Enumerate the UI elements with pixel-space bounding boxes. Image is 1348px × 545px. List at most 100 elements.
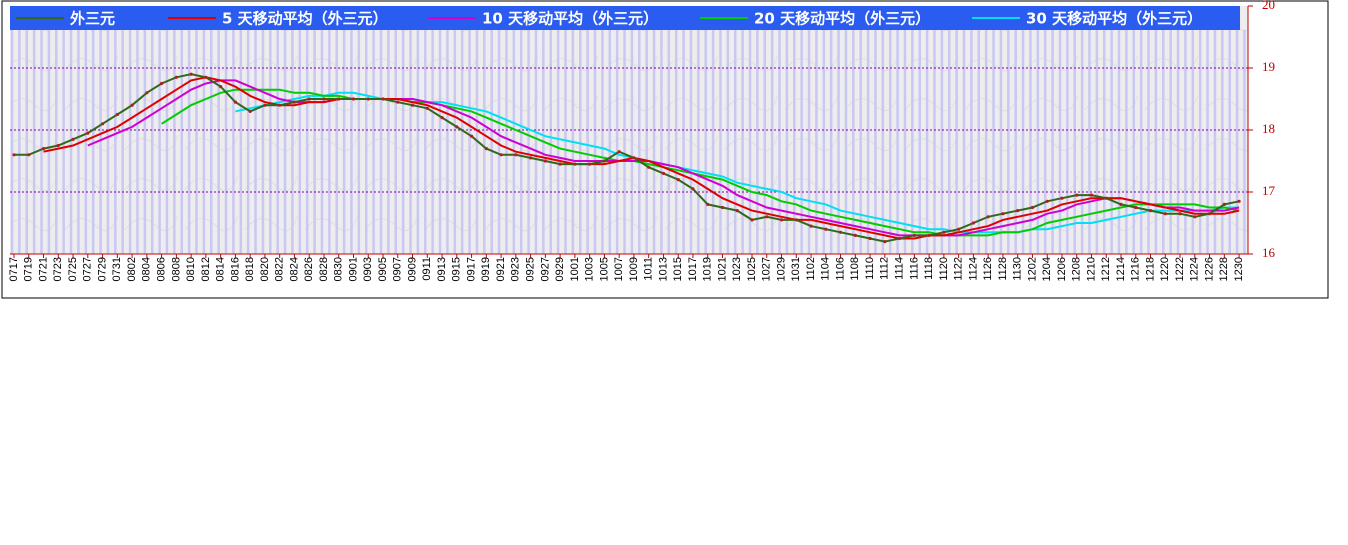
x-tick-label: 0814 (215, 257, 227, 281)
point (499, 153, 503, 157)
x-tick-label: 0927 (539, 257, 551, 281)
x-tick-label: 1110 (864, 257, 876, 280)
point (278, 103, 282, 107)
x-tick-label: 1023 (731, 257, 743, 281)
x-tick-label: 1204 (1041, 257, 1053, 281)
point (1134, 205, 1138, 210)
point (410, 103, 415, 107)
point (1237, 199, 1241, 203)
point (307, 97, 311, 101)
x-tick-label: 1104 (820, 257, 832, 281)
x-tick-label: 0808 (170, 257, 182, 281)
x-tick-label: 0725 (67, 257, 79, 281)
point (86, 131, 90, 135)
series-line (14, 73, 1240, 243)
x-tick-label: 1015 (672, 257, 684, 281)
x-tick-label: 1208 (1071, 257, 1083, 281)
point (337, 97, 341, 101)
point (1163, 212, 1167, 216)
point (1089, 193, 1094, 197)
x-tick-label: 1220 (1159, 257, 1171, 281)
x-tick-label: 1126 (982, 257, 994, 281)
point (543, 159, 547, 163)
point (263, 103, 267, 107)
point (529, 156, 533, 160)
point (440, 116, 444, 120)
x-tick-label: 0816 (229, 257, 241, 281)
x-tick-label: 0929 (554, 257, 566, 281)
x-tick-label: 0729 (96, 257, 108, 281)
x-tick-label: 1118 (923, 257, 935, 280)
x-tick-label: 1222 (1174, 257, 1186, 281)
series-line (87, 79, 1240, 237)
point (912, 233, 916, 237)
x-tick-label: 1108 (849, 257, 861, 281)
x-tick-label: 1226 (1203, 257, 1215, 281)
legend-label: 30 天移动平均（外三元） (1026, 10, 1202, 28)
point (883, 240, 887, 244)
point (691, 187, 695, 191)
point (971, 221, 976, 225)
point (396, 100, 400, 104)
x-tick-label: 1230 (1233, 257, 1245, 281)
x-tick-label: 1218 (1144, 257, 1156, 281)
x-tick-label: 0913 (436, 257, 448, 281)
x-tick-label: 0824 (288, 257, 300, 281)
point (824, 227, 828, 231)
point (1193, 215, 1197, 219)
x-tick-label: 1009 (628, 257, 640, 281)
x-tick-label: 0727 (82, 257, 94, 281)
point (1016, 209, 1020, 213)
x-tick-label: 0909 (406, 257, 418, 281)
x-tick-label: 0830 (333, 257, 345, 281)
point (765, 215, 769, 219)
point (661, 171, 666, 175)
point (573, 162, 577, 166)
series-line (161, 88, 1240, 237)
point (56, 143, 60, 148)
point (794, 218, 798, 222)
x-tick-label: 1206 (1056, 257, 1068, 281)
point (219, 85, 223, 89)
x-tick-label: 1116 (908, 257, 920, 280)
point (1207, 212, 1212, 216)
x-tick-label: 0901 (347, 257, 359, 281)
x-tick-label: 1114 (894, 257, 906, 280)
point (853, 233, 857, 237)
point (292, 100, 297, 104)
point (1060, 196, 1064, 200)
y-tick-label: 19 (1262, 59, 1275, 74)
x-tick-label: 1128 (997, 257, 1009, 281)
point (248, 109, 252, 113)
y-tick-label: 16 (1262, 245, 1276, 260)
x-tick-label: 1224 (1189, 257, 1201, 281)
point (868, 236, 872, 241)
x-tick-label: 1112 (879, 257, 891, 280)
point (750, 218, 754, 222)
point (174, 75, 178, 79)
x-tick-label: 1214 (1115, 257, 1127, 281)
x-tick-label: 1124 (967, 257, 979, 281)
legend-label: 外三元 (69, 10, 115, 28)
x-tick-label: 1212 (1100, 257, 1112, 281)
x-tick-label: 0828 (318, 257, 330, 281)
x-tick-label: 0921 (495, 257, 507, 281)
x-tick-label: 0719 (23, 257, 35, 281)
point (898, 236, 902, 241)
point (100, 122, 105, 126)
point (366, 97, 370, 101)
point (986, 215, 990, 219)
x-tick-label: 0917 (465, 257, 477, 281)
point (1030, 205, 1035, 210)
legend-label: 5 天移动平均（外三元） (222, 10, 388, 28)
x-tick-label: 0826 (303, 257, 315, 281)
x-tick-label: 1025 (746, 257, 758, 281)
point (233, 100, 237, 104)
y-tick-label: 17 (1262, 183, 1276, 198)
point (735, 209, 739, 213)
x-tick-label: 1013 (657, 257, 669, 281)
x-tick-label: 1120 (938, 257, 950, 281)
x-tick-label: 1130 (1012, 257, 1024, 281)
